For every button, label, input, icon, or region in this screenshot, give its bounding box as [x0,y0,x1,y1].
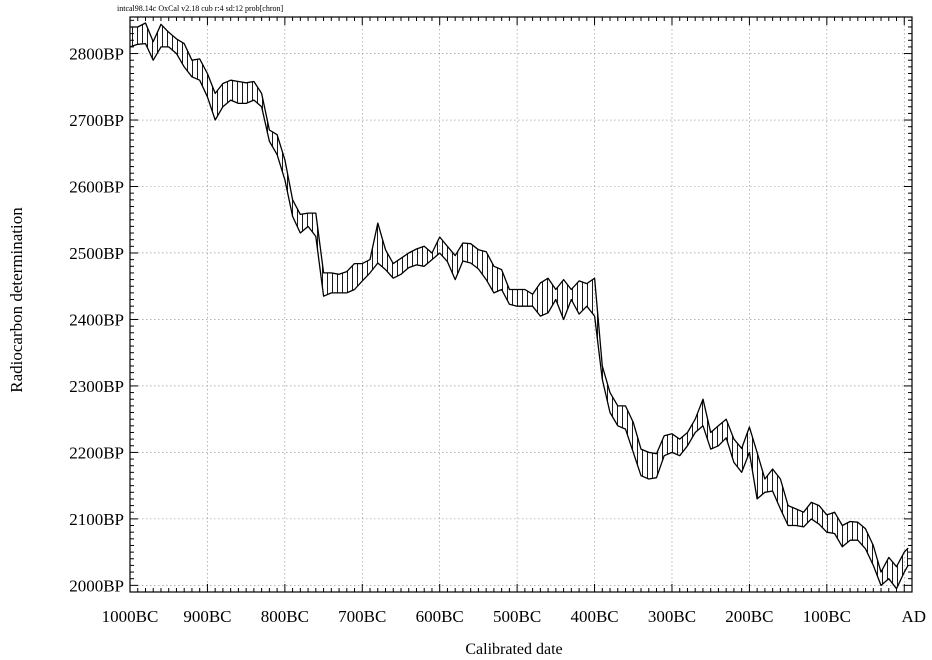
x-tick-label: 500BC [493,607,541,626]
axes [129,16,913,593]
x-tick-label: 600BC [416,607,464,626]
x-tick-label: 800BC [261,607,309,626]
x-axis-ticks: 1000BC 900BC 800BC 700BC 600BC 500BC 400BC 300B… [102,17,926,626]
y-tick-label: 2100BP [69,510,124,529]
x-tick-label: AD [901,607,926,626]
y-tick-label: 2700BP [69,111,124,130]
calibration-band [129,22,909,590]
y-tick-label: 2200BP [69,443,124,462]
x-tick-label: 100BC [803,607,851,626]
x-tick-label: 700BC [338,607,386,626]
chart-header: intcal98.14c OxCal v2.18 cub r:4 sd:12 p… [117,4,284,13]
y-tick-label: 2300BP [69,377,124,396]
x-tick-label: 1000BC [102,607,159,626]
y-tick-label: 2000BP [69,576,124,595]
y-axis-ticks: 2000BP 2100BP 2200BP 2300BP 2400BP 2500BP 2600… [69,19,912,595]
x-tick-label: 300BC [648,607,696,626]
x-tick-label: 200BC [725,607,773,626]
lower-curve [129,42,909,590]
y-tick-label: 2600BP [69,178,124,197]
plot-frame [129,16,913,593]
upper-curve [130,22,909,573]
x-tick-label: 900BC [183,607,231,626]
y-tick-label: 2400BP [69,310,124,329]
x-tick-label: 400BC [570,607,618,626]
y-tick-label: 2500BP [69,244,124,263]
y-tick-label: 2800BP [69,45,124,64]
x-axis-label: Calibrated date [465,641,563,658]
